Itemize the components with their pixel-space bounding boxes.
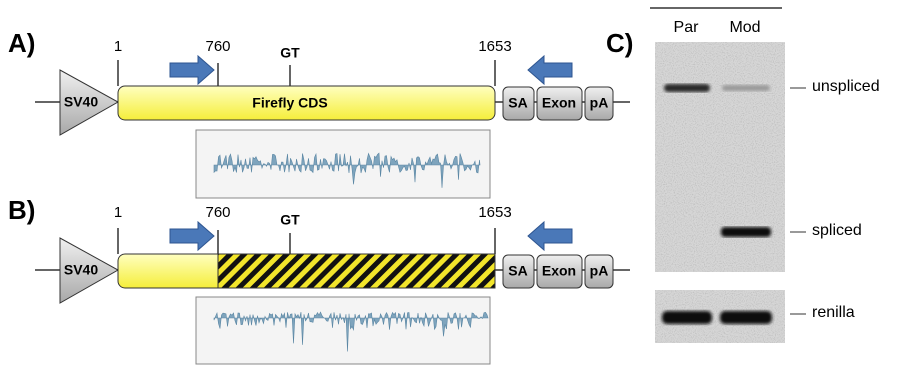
position: 1 — [114, 204, 122, 221]
panel-label: A) — [8, 28, 35, 58]
band — [721, 227, 771, 237]
position: 1 — [114, 38, 122, 55]
arrow — [170, 222, 214, 250]
panel-c: C) Par Mod unspliced spliced renilla — [606, 8, 880, 343]
position: 1653 — [478, 204, 511, 221]
element-label: Exon — [542, 95, 576, 111]
lane-label: Mod — [729, 19, 760, 36]
plot-frame — [196, 297, 490, 364]
position: GT — [280, 45, 300, 61]
cds-label: Firefly CDS — [252, 95, 327, 111]
band-label: unspliced — [812, 78, 880, 95]
panel-label: B) — [8, 195, 35, 225]
position: 1653 — [478, 38, 511, 55]
cds-part — [118, 254, 228, 288]
panel-b: B) SV40 1 760 GT 1653 SA Exon pA — [8, 195, 630, 364]
band — [720, 311, 772, 324]
arrow — [528, 222, 572, 250]
promoter-label: SV40 — [64, 262, 98, 278]
element-label: Exon — [542, 263, 576, 279]
band-label: spliced — [812, 222, 862, 239]
position: GT — [280, 212, 300, 228]
promoter-label: SV40 — [64, 94, 98, 110]
element-label: SA — [508, 95, 527, 111]
band-label: renilla — [812, 304, 855, 321]
element-label: pA — [590, 263, 609, 279]
band — [662, 311, 712, 324]
band — [722, 85, 770, 91]
position: 760 — [205, 204, 230, 221]
arrow — [528, 56, 572, 84]
band — [664, 84, 710, 92]
modified-region — [218, 254, 495, 288]
lane-label: Par — [674, 19, 700, 36]
arrow — [170, 56, 214, 84]
panel-a: A) SV40 Firefly CDS 1 760 GT 1653 SA Exo… — [8, 28, 630, 198]
figure: A) SV40 Firefly CDS 1 760 GT 1653 SA Exo… — [0, 0, 911, 365]
panel-label: C) — [606, 28, 633, 58]
element-label: SA — [508, 263, 527, 279]
page: A) SV40 Firefly CDS 1 760 GT 1653 SA Exo… — [0, 0, 911, 365]
element-label: pA — [590, 95, 609, 111]
gel-texture — [655, 42, 785, 272]
position: 760 — [205, 38, 230, 55]
